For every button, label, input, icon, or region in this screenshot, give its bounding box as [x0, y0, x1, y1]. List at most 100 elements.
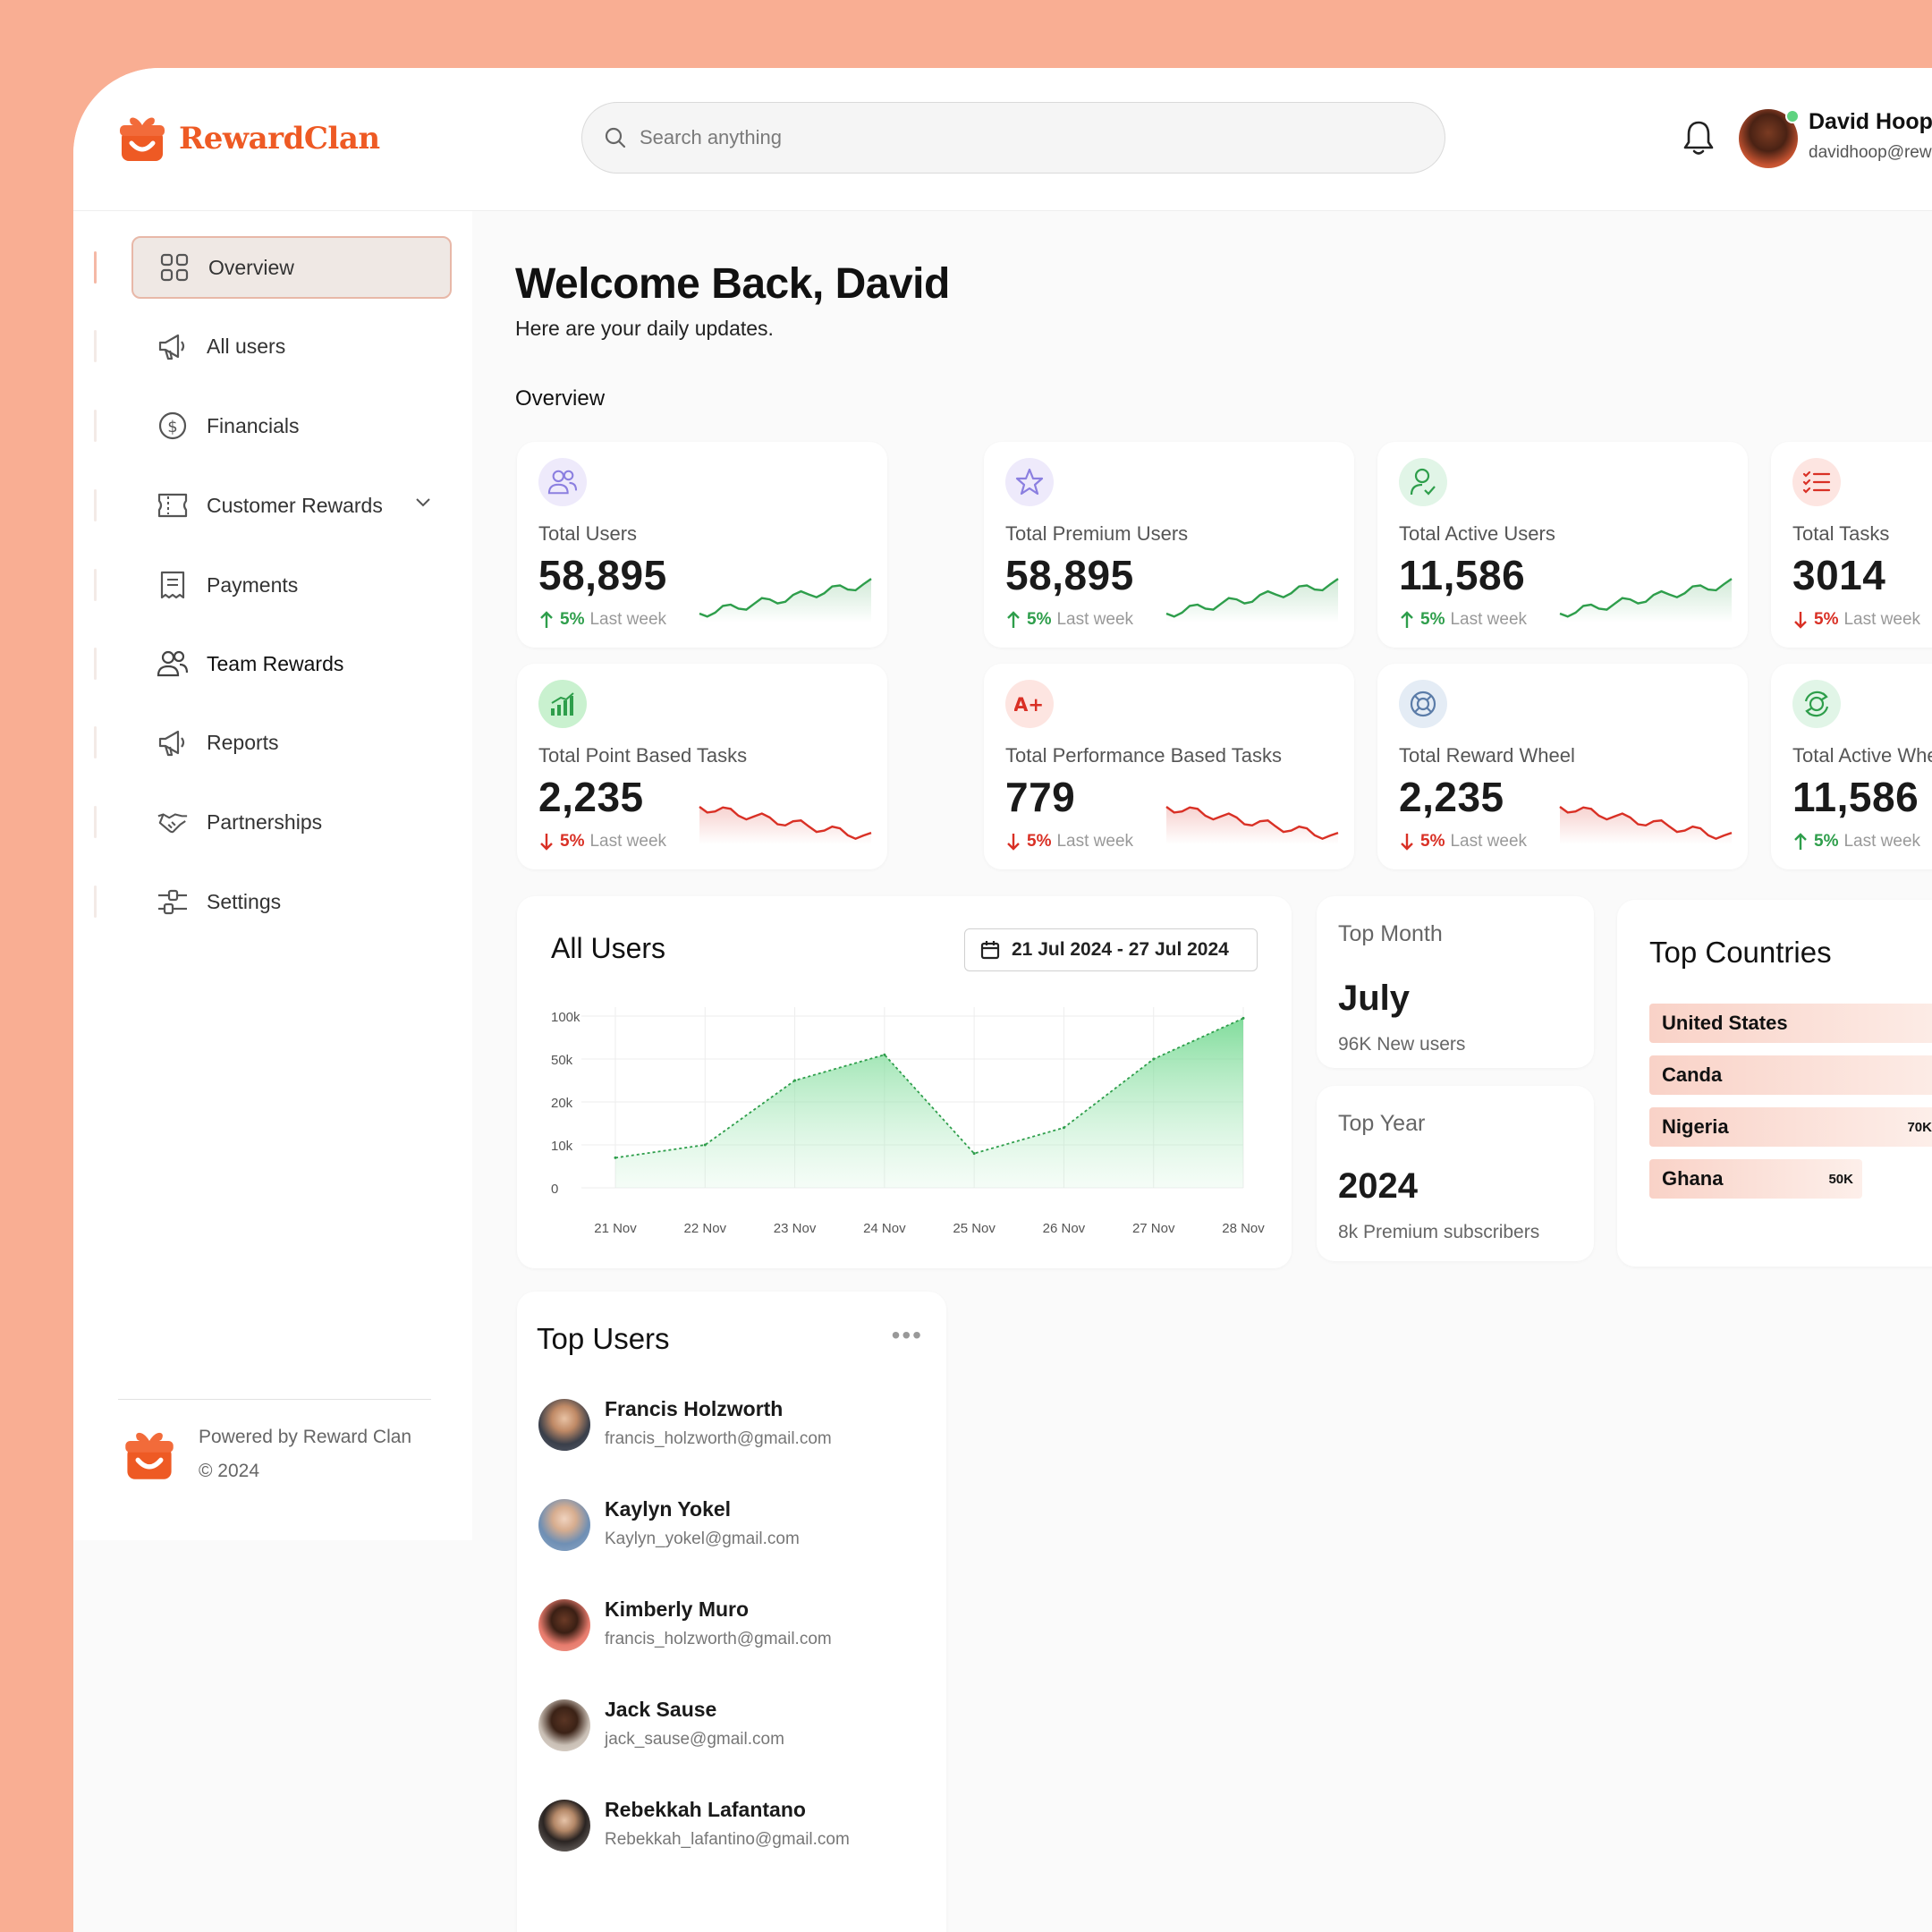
nav-indicator [94, 806, 97, 838]
page-subtitle: Here are your daily updates. [515, 317, 774, 340]
sidebar-item-team-rewards[interactable]: Team Rewards [131, 632, 452, 695]
bar-chart-icon [538, 680, 587, 728]
sparkline [699, 806, 872, 844]
sparkline [1165, 578, 1339, 623]
data-point [703, 1143, 707, 1147]
sidebar-item-settings[interactable]: Settings [131, 870, 452, 933]
sparkline-line [699, 578, 872, 618]
date-range-button[interactable]: 21 Jul 2024 - 27 Jul 2024 [964, 928, 1258, 971]
stat-card-performance-tasks[interactable]: A+ Total Performance Based Tasks 779 5% … [984, 664, 1354, 869]
notification-bell-icon[interactable] [1682, 118, 1716, 157]
stat-card-total-tasks[interactable]: Total Tasks 3014 5% Last week [1771, 442, 1932, 648]
stat-change-percent: 5% [1420, 610, 1445, 629]
svg-text:A+: A+ [1014, 694, 1044, 716]
stat-change-percent: 5% [1814, 610, 1839, 629]
country-name: United States [1662, 1012, 1788, 1034]
sliders-icon [157, 886, 189, 918]
sidebar-item-label: Financials [207, 413, 300, 437]
stat-value: 2,235 [538, 774, 644, 820]
stat-card-active-wheels[interactable]: Total Active Wheels 11,586 5% Last week [1771, 664, 1932, 869]
list-item[interactable]: Kimberly Muro francis_holzworth@gmail.co… [538, 1590, 932, 1662]
sparkline-area [699, 579, 871, 623]
list-item[interactable]: Kaylyn Yokel Kaylyn_yokel@gmail.com [538, 1490, 932, 1562]
stat-change-period: Last week [1450, 610, 1528, 629]
brand-logo[interactable]: RewardClan [116, 113, 380, 165]
top-month-value: July [1338, 979, 1411, 1018]
stat-change: 5% Last week [1792, 832, 1920, 852]
nav-indicator [94, 489, 97, 521]
stat-label: Total Reward Wheel [1399, 744, 1575, 767]
sidebar-item-financials[interactable]: $ Financials [131, 394, 452, 457]
search-input[interactable] [640, 126, 1355, 149]
nav-indicator [94, 569, 97, 601]
stat-label: Total Users [538, 522, 638, 545]
sidebar-item-customer-rewards[interactable]: Customer Rewards [131, 474, 452, 537]
top-countries-title: Top Countries [1649, 936, 1832, 969]
sidebar-item-overview[interactable]: Overview [131, 236, 452, 299]
sparkline-line [1559, 578, 1733, 618]
nav-indicator [94, 410, 97, 442]
grid-icon [158, 251, 191, 284]
user-email: Rebekkah_lafantino@gmail.com [605, 1830, 850, 1849]
sidebar-item-label: Customer Rewards [207, 493, 383, 517]
gift-icon [125, 1432, 174, 1479]
area-chart: 100k 50k 20k 10k 0 21 Nov 22 Nov 23 Nov 24 Nov 25… [551, 1007, 1265, 1236]
nav-indicator [94, 648, 97, 680]
country-bar[interactable]: Canda [1649, 1055, 1932, 1095]
country-bar[interactable]: Nigeria 70K [1649, 1107, 1932, 1147]
top-month-label: Top Month [1338, 921, 1443, 946]
y-tick-label: 0 [551, 1182, 558, 1197]
stat-change: 5% Last week [1792, 610, 1920, 630]
all-users-chart-card: All Users 21 Jul 2024 - 27 Jul 2024 100k… [517, 896, 1292, 1268]
stat-card-active-users[interactable]: Total Active Users 11,586 5% Last week [1377, 442, 1748, 648]
sidebar-item-partnerships[interactable]: Partnerships [131, 791, 452, 853]
top-year-label: Top Year [1338, 1111, 1426, 1136]
stat-value: 11,586 [1399, 552, 1526, 598]
list-item[interactable]: Francis Holzworth francis_holzworth@gmai… [538, 1390, 932, 1462]
arrow-up-icon [1401, 611, 1413, 628]
list-item[interactable]: Jack Sause jack_sause@gmail.com [538, 1690, 932, 1762]
user-avatar[interactable] [1739, 109, 1800, 168]
search-bar[interactable] [581, 102, 1445, 174]
chevron-down-icon[interactable] [414, 496, 432, 508]
user-email: davidhoop@rewardclan.com [1809, 143, 1932, 162]
more-options-icon[interactable]: ••• [891, 1321, 923, 1349]
sparkline [699, 578, 872, 623]
sparkline-area [1560, 579, 1732, 623]
arrow-down-icon [1401, 834, 1413, 851]
stat-change-period: Last week [589, 610, 667, 629]
sparkline-line [1559, 806, 1733, 841]
stat-card-total-users[interactable]: Total Users 58,895 5% Last week [517, 442, 887, 648]
sidebar-item-payments[interactable]: Payments [131, 554, 452, 616]
country-value: 70K [1907, 1119, 1932, 1135]
user-email: francis_holzworth@gmail.com [605, 1429, 832, 1448]
list-item[interactable]: Rebekkah Lafantano Rebekkah_lafantino@gm… [538, 1791, 932, 1862]
x-tick-label: 22 Nov [684, 1221, 727, 1236]
sidebar-item-reports[interactable]: Reports [131, 711, 452, 774]
stat-label: Total Premium Users [1005, 522, 1189, 545]
stat-change-percent: 5% [1027, 832, 1052, 851]
country-bar[interactable]: United States [1649, 1004, 1932, 1043]
sparkline [1165, 806, 1339, 844]
stat-card-point-based-tasks[interactable]: Total Point Based Tasks 2,235 5% Last we… [517, 664, 887, 869]
sparkline [1559, 578, 1733, 623]
sidebar-item-all-users[interactable]: All users [131, 315, 452, 377]
avatar [538, 1699, 590, 1751]
country-bar[interactable]: Ghana 50K [1649, 1159, 1862, 1199]
stat-label: Total Point Based Tasks [538, 744, 748, 767]
arrow-up-icon [1794, 833, 1807, 850]
area-line [614, 1017, 1244, 1159]
megaphone-icon [157, 726, 189, 758]
stat-label: Total Active Wheels [1792, 744, 1932, 767]
stat-change-percent: 5% [560, 610, 585, 629]
refresh-icon [1792, 680, 1841, 728]
country-value: 50K [1828, 1171, 1853, 1187]
stat-card-reward-wheel[interactable]: Total Reward Wheel 2,235 5% Last week [1377, 664, 1748, 869]
stat-label: Total Tasks [1792, 522, 1890, 545]
stat-change: 5% Last week [538, 610, 666, 630]
stat-card-premium-users[interactable]: Total Premium Users 58,895 5% Last week [984, 442, 1354, 648]
sparkline [1559, 806, 1733, 844]
arrow-down-icon [540, 834, 553, 851]
stat-label: Total Performance Based Tasks [1005, 744, 1282, 767]
sidebar-item-label: Settings [207, 889, 282, 913]
